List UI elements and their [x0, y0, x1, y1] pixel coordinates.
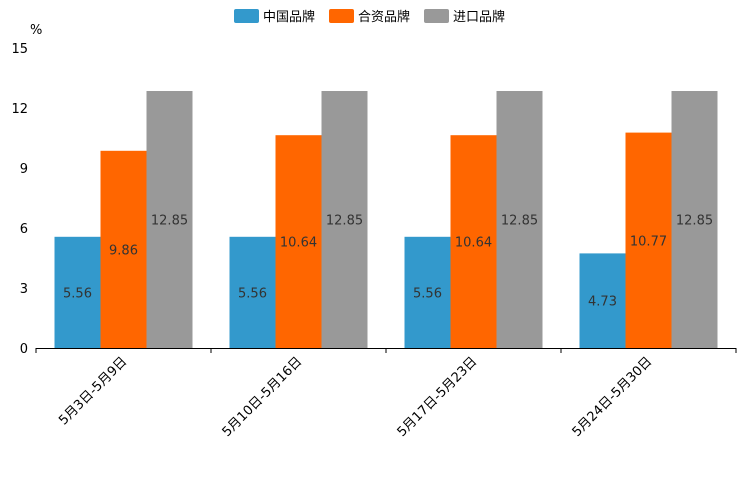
legend-swatch-china[interactable] [234, 9, 259, 23]
x-category-label: 5月10日-5月16日 [220, 354, 306, 440]
legend-label-import[interactable]: 进口品牌 [453, 9, 505, 25]
data-label: 12.85 [326, 214, 363, 229]
data-label: 10.77 [630, 234, 667, 249]
bar[interactable] [146, 91, 193, 348]
legend-swatch-joint[interactable] [329, 9, 354, 23]
y-tick-label: 15 [11, 42, 28, 57]
bar[interactable] [625, 132, 672, 348]
bar[interactable] [321, 91, 368, 348]
bar[interactable] [275, 135, 322, 348]
data-label: 5.56 [238, 286, 267, 301]
bar[interactable] [671, 91, 718, 348]
y-tick-label: 0 [20, 342, 28, 357]
bar[interactable] [450, 135, 497, 348]
bar[interactable] [229, 236, 276, 348]
data-label: 12.85 [676, 214, 713, 229]
bars: 5.56 9.86 12.85 5.56 10.64 12.85 5.56 10.64 12.8… [54, 91, 718, 348]
legend: 中国品牌 合资品牌 进口品牌 [234, 9, 505, 25]
x-category-label: 5月24日-5月30日 [570, 354, 656, 440]
y-tick-label: 6 [20, 222, 28, 237]
y-axis: 0 3 6 9 12 15 [11, 42, 28, 357]
data-label: 9.86 [109, 243, 138, 258]
y-tick-label: 9 [20, 162, 28, 177]
legend-label-joint[interactable]: 合资品牌 [358, 9, 410, 25]
y-tick-label: 12 [11, 102, 28, 117]
data-label: 5.56 [63, 286, 92, 301]
bar[interactable] [54, 236, 101, 348]
data-label: 4.73 [588, 295, 617, 310]
bar[interactable] [579, 253, 626, 348]
data-label: 5.56 [413, 286, 442, 301]
data-label: 10.64 [455, 236, 492, 251]
x-category-label: 5月17日-5月23日 [395, 354, 481, 440]
bar[interactable] [100, 150, 147, 348]
legend-label-china[interactable]: 中国品牌 [263, 9, 315, 25]
data-label: 12.85 [151, 214, 188, 229]
bar[interactable] [404, 236, 451, 348]
data-label: 12.85 [501, 214, 538, 229]
y-axis-unit: % [30, 23, 42, 38]
legend-swatch-import[interactable] [424, 9, 449, 23]
x-category-label: 5月3日-5月9日 [56, 354, 130, 428]
x-axis: 5月3日-5月9日 5月10日-5月16日 5月17日-5月23日 5月24日-5月3… [35, 348, 737, 440]
bar[interactable] [496, 91, 543, 348]
y-tick-label: 3 [20, 282, 28, 297]
data-label: 10.64 [280, 236, 317, 251]
